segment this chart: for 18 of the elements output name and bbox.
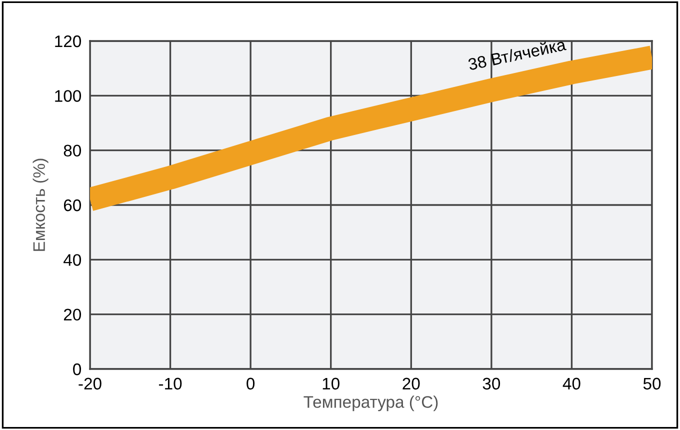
- x-tick-label: 10: [322, 378, 340, 390]
- y-tick-label: 0: [73, 363, 82, 376]
- y-tick-label: 100: [55, 90, 82, 102]
- x-axis-title: Температура (°C): [304, 396, 438, 412]
- y-axis-title: Емкость (%): [32, 158, 48, 251]
- y-tick-label: 60: [64, 199, 82, 212]
- x-tick-label: 50: [643, 378, 661, 390]
- y-tick-label: 120: [55, 35, 82, 48]
- x-tick-label: -10: [158, 378, 182, 390]
- x-tick-label: 30: [482, 378, 500, 390]
- y-tick-label: 80: [64, 144, 82, 157]
- x-tick-label: 20: [402, 378, 420, 390]
- y-tick-label: 40: [64, 254, 82, 266]
- annotation: 38 Вт/ячейка: [468, 38, 567, 70]
- x-tick-label: 0: [246, 378, 255, 390]
- x-tick-label: 40: [562, 378, 580, 390]
- y-tick-label: 20: [64, 308, 82, 321]
- x-tick-label: -20: [78, 378, 102, 390]
